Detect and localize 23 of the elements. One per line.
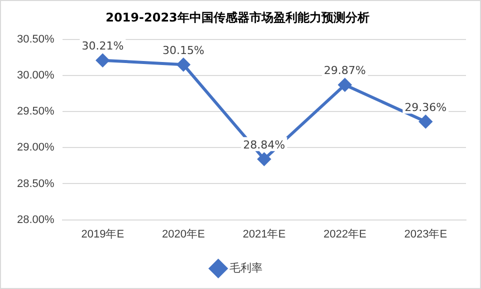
y-tick-label: 28.00% bbox=[16, 214, 55, 226]
y-tick-label: 30.50% bbox=[16, 33, 55, 46]
y-tick-label: 29.50% bbox=[16, 106, 55, 118]
y-tick-label: 30.00% bbox=[16, 70, 55, 82]
y-tick-label: 29.00% bbox=[16, 142, 55, 154]
data-label: 30.15% bbox=[162, 44, 204, 58]
x-tick-label: 2023年E bbox=[404, 228, 448, 240]
point bbox=[419, 115, 432, 128]
data-label: 30.21% bbox=[82, 40, 124, 53]
point bbox=[258, 152, 271, 166]
legend-label: 毛利率 bbox=[229, 262, 262, 275]
x-tick-label: 2022年E bbox=[323, 228, 366, 240]
point bbox=[176, 58, 190, 72]
chart-title: 2019-2023年中国传感器市场盈利能力预测分析 bbox=[106, 10, 370, 24]
point bbox=[338, 78, 352, 92]
y-tick-label: 28.50% bbox=[16, 178, 55, 190]
x-tick-label: 2021年E bbox=[242, 228, 286, 240]
data-label: 28.84% bbox=[243, 138, 286, 152]
point bbox=[96, 54, 110, 67]
x-tick-label: 2020年E bbox=[162, 228, 205, 240]
data-label: 29.36% bbox=[404, 101, 447, 114]
x-tick-label: 2019年E bbox=[81, 228, 124, 240]
data-label: 29.87% bbox=[324, 64, 366, 78]
